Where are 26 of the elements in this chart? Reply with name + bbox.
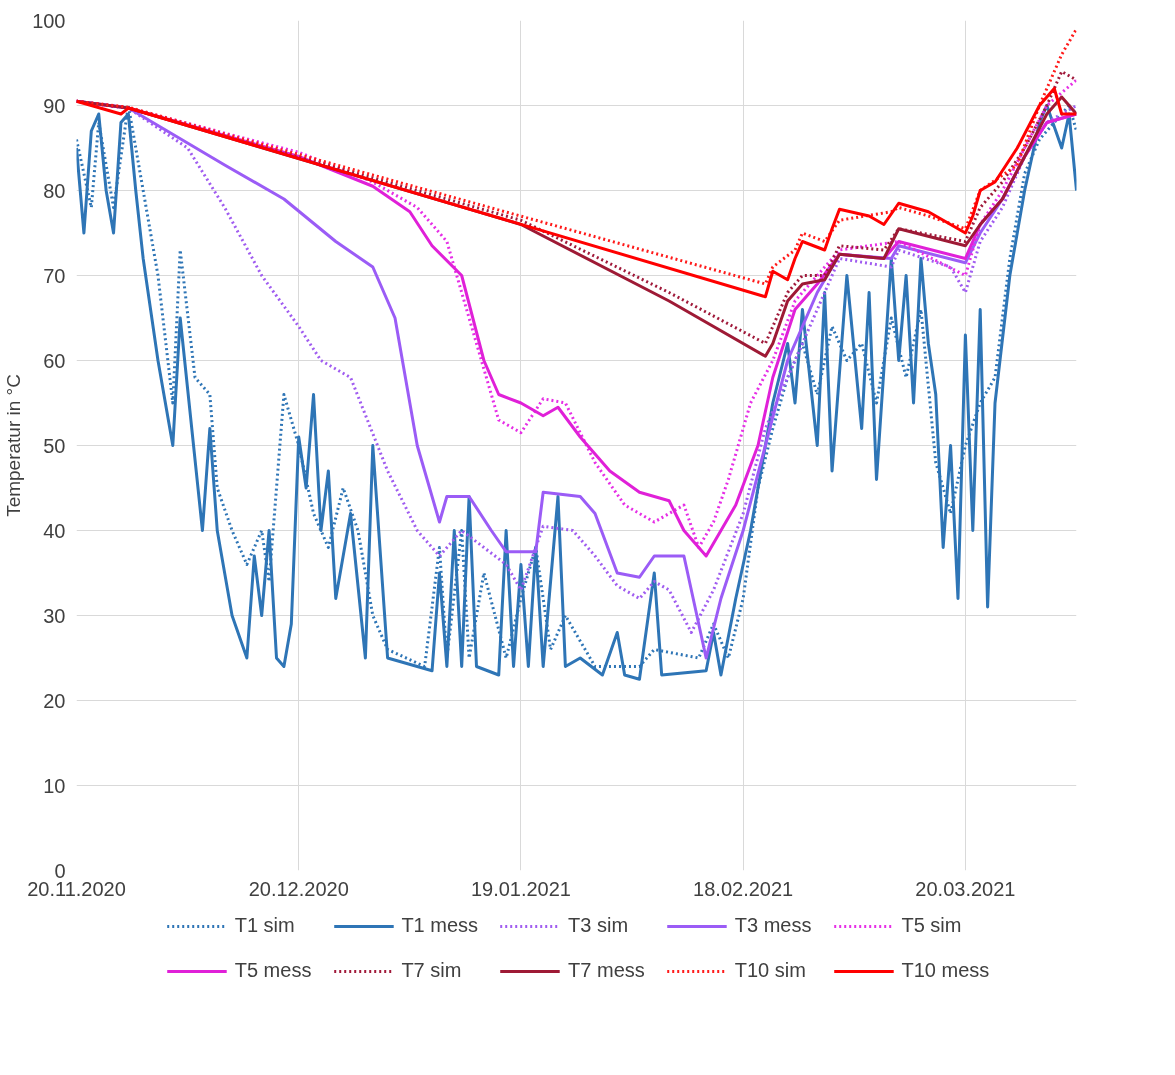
line-series	[76, 87, 1077, 299]
x-tick-label: 20.03.2021	[915, 877, 1016, 900]
y-tick-label: 40	[43, 519, 66, 542]
y-tick-label: 10	[43, 774, 66, 797]
x-tick-label: 20.12.2020	[248, 877, 349, 900]
legend-label: T7 sim	[401, 959, 462, 982]
legend-label: T5 sim	[901, 914, 962, 937]
y-tick-label: 100	[32, 9, 66, 32]
y-tick-label: 90	[43, 94, 66, 117]
legend-label: T10 mess	[901, 959, 990, 982]
legend-label: T10 sim	[734, 959, 806, 982]
legend-label: T5 mess	[234, 959, 312, 982]
legend-label: T3 mess	[734, 914, 812, 937]
legend-label: T1 mess	[401, 914, 479, 937]
y-tick-label: 50	[43, 434, 66, 457]
y-axis-title: Temperatur in °C	[3, 374, 25, 517]
legend-label: T3 sim	[568, 914, 629, 937]
y-tick-label: 70	[43, 264, 66, 287]
y-tick-label: 20	[43, 689, 66, 712]
legend-label: T1 sim	[234, 914, 295, 937]
x-tick-label: 18.02.2021	[693, 877, 794, 900]
legend-label: T7 mess	[568, 959, 645, 982]
y-tick-label: 30	[43, 604, 66, 627]
x-tick-label: 19.01.2021	[470, 877, 572, 900]
y-tick-label: 60	[43, 349, 66, 372]
y-tick-label: 80	[43, 179, 66, 202]
